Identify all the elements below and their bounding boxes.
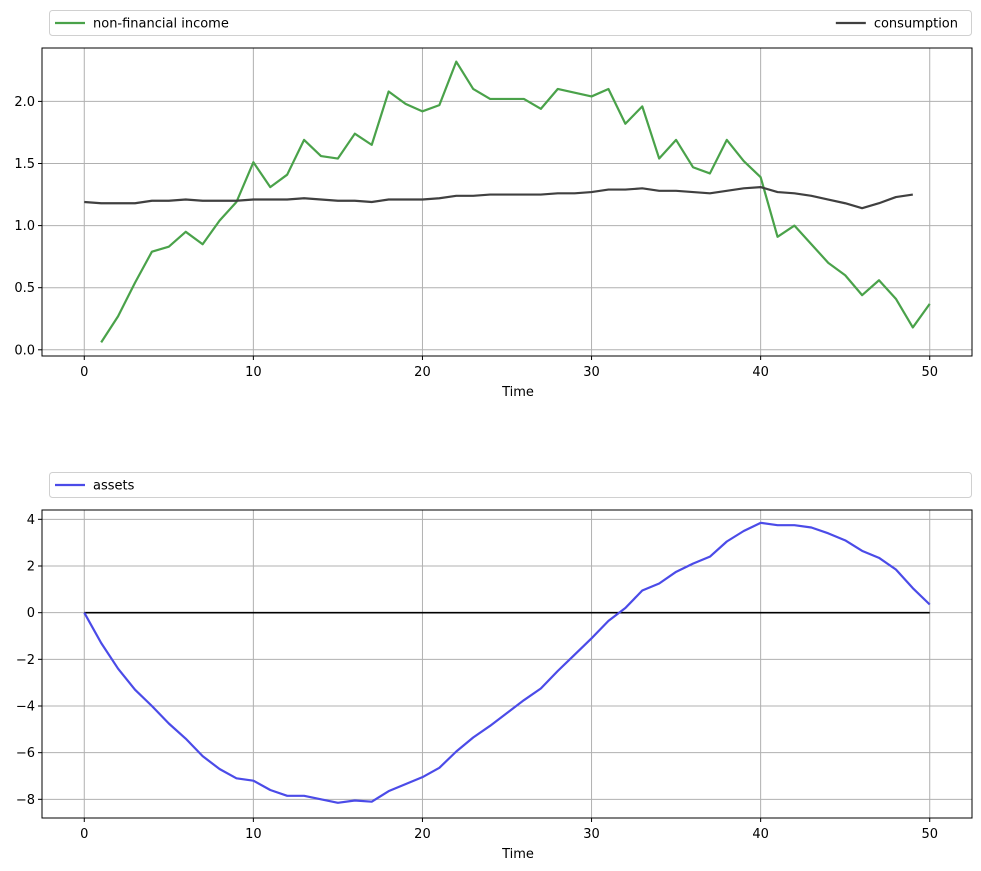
y-tick-label: 1.0 [14, 219, 35, 234]
legend: non-financial income consumption [49, 10, 972, 36]
y-tick-label: 2.0 [14, 95, 35, 110]
x-tick-label: 0 [80, 365, 88, 380]
y-tick-label: 0 [27, 606, 35, 621]
x-axis-label: Time [501, 385, 534, 400]
plot-frame [41, 509, 973, 819]
legend-entry-label: consumption [874, 17, 958, 32]
legend: assets [49, 472, 972, 498]
y-tick-label: 4 [27, 513, 35, 528]
income-consumption-panel: 0 10 20 30 40 50 0.0 0.5 1.0 1.5 2.0 Time non-financ… [14, 10, 973, 400]
x-tick-label: 10 [245, 827, 262, 842]
x-tick-label: 50 [921, 365, 938, 380]
x-axis-label: Time [501, 847, 534, 862]
x-tick-label: 40 [752, 365, 769, 380]
y-tick-label: 0.0 [14, 343, 35, 358]
assets-panel: 0 10 20 30 40 50 −8 −6 −4 −2 0 2 4 Time assets [16, 472, 973, 862]
y-tick-label: 2 [27, 560, 35, 575]
series-line-non-financial-income [100, 60, 931, 343]
y-tick-label: −8 [16, 793, 35, 808]
x-tick-label: 50 [921, 827, 938, 842]
legend-entry-label: assets [93, 479, 135, 494]
y-tick-label: −6 [16, 746, 35, 761]
series-line-consumption [84, 186, 913, 210]
y-tick-label: 0.5 [14, 281, 35, 296]
legend-box [49, 10, 972, 36]
legend-box [49, 472, 972, 498]
x-tick-label: 40 [752, 827, 769, 842]
y-tick-label: −2 [16, 653, 35, 668]
plot-frame [41, 47, 973, 357]
x-tick-label: 30 [583, 365, 600, 380]
x-tick-label: 10 [245, 365, 262, 380]
series-line-assets [83, 521, 931, 804]
y-tick-label: 1.5 [14, 157, 35, 172]
x-tick-label: 0 [80, 827, 88, 842]
y-tick-label: −4 [16, 700, 35, 715]
x-tick-label: 20 [414, 365, 431, 380]
x-tick-label: 30 [583, 827, 600, 842]
legend-entry-label: non-financial income [93, 17, 229, 32]
x-tick-label: 20 [414, 827, 431, 842]
